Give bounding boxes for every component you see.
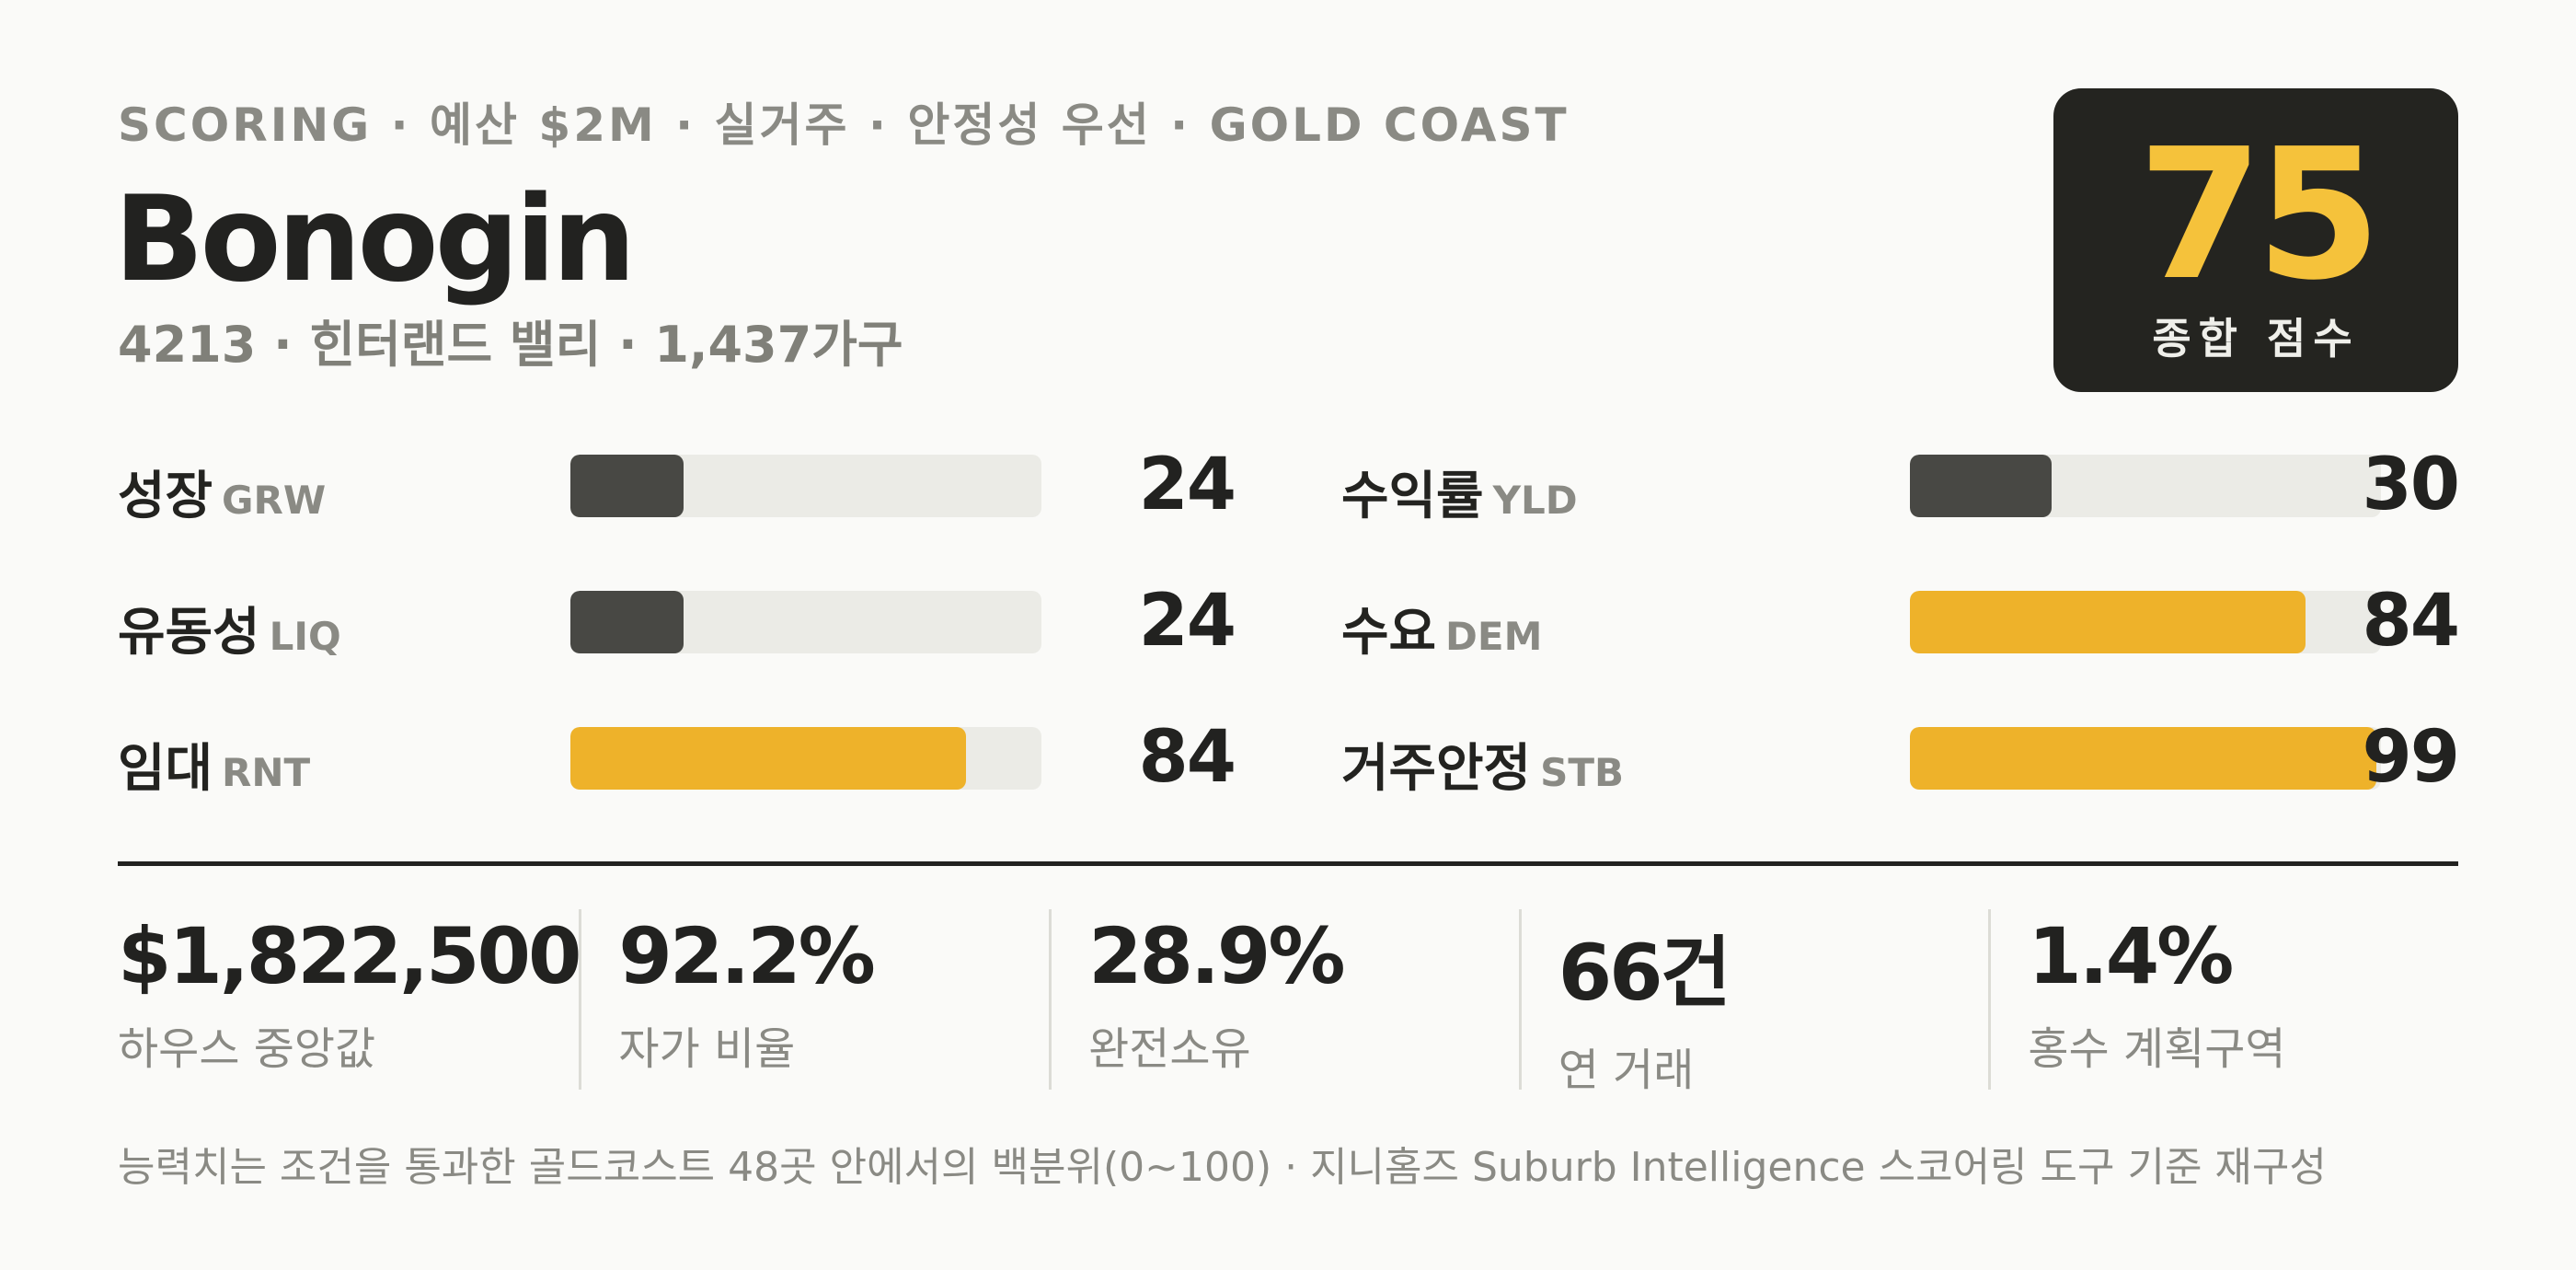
- metric-label: 성장: [118, 467, 213, 526]
- suburb-name: Bonogin: [114, 171, 636, 308]
- metric-code: LIQ: [269, 614, 341, 659]
- scoring-criteria: SCORING · 예산 $2M · 실거주 · 안정성 우선 · GOLD C…: [118, 98, 1570, 152]
- metric-name: 수익률 YLD: [1341, 455, 1578, 529]
- metric-bar-fill: [1910, 591, 2306, 653]
- metric-bar-track: [1910, 591, 2381, 653]
- stat-flood-zone: 1.4% 홍수 계획구역: [1988, 909, 2458, 1090]
- stat-median-price: $1,822,500 하우스 중앙값: [118, 909, 581, 1090]
- metric-bar-track: [570, 455, 1041, 517]
- stat-label: 자가 비율: [618, 1023, 796, 1075]
- overall-score-card: 75 종합 점수: [2053, 88, 2458, 392]
- stat-label: 하우스 중앙값: [118, 1023, 376, 1075]
- metric-value: 30: [2362, 444, 2460, 526]
- metric-demand: 수요 DEM 84: [1341, 580, 2460, 663]
- metric-bar-fill: [1910, 455, 2052, 517]
- metric-bar-track: [1910, 727, 2381, 790]
- metric-grid: 성장 GRW 24 수익률 YLD 30 유동성 LIQ 24: [118, 444, 2460, 819]
- metric-name: 수요 DEM: [1341, 591, 1542, 665]
- metric-bar-fill: [1910, 727, 2376, 790]
- section-divider: [118, 861, 2458, 866]
- metric-bar-track: [1910, 455, 2381, 517]
- overall-score-value: 75: [2137, 110, 2382, 320]
- metric-label: 수익률: [1341, 467, 1484, 526]
- metric-stability: 거주안정 STB 99: [1341, 716, 2460, 799]
- metric-value: 99: [2362, 716, 2460, 799]
- metric-code: RNT: [222, 750, 311, 795]
- metric-name: 임대 RNT: [118, 727, 310, 802]
- metric-label: 유동성: [118, 603, 260, 663]
- metric-code: GRW: [222, 478, 327, 523]
- metric-name: 유동성 LIQ: [118, 591, 341, 665]
- stat-label: 완전소유: [1088, 1023, 1251, 1075]
- metric-bar-track: [570, 727, 1041, 790]
- overall-score-label: 종합 점수: [2152, 314, 2360, 364]
- metric-value: 24: [1138, 444, 1236, 526]
- metric-bar-fill: [570, 727, 967, 790]
- metric-label: 거주안정: [1341, 739, 1532, 799]
- metric-rental: 임대 RNT 84: [118, 716, 1236, 799]
- metric-value: 84: [1138, 716, 1236, 799]
- metric-label: 수요: [1341, 603, 1437, 663]
- stat-value: $1,822,500: [118, 911, 581, 1001]
- footnote: 능력치는 조건을 통과한 골드코스트 48곳 안에서의 백분위(0~100) ·…: [118, 1144, 2327, 1191]
- metric-code: STB: [1540, 750, 1625, 795]
- metric-yield: 수익률 YLD 30: [1341, 444, 2460, 526]
- stat-owned-outright: 28.9% 완전소유: [1049, 909, 1519, 1090]
- metric-liquidity: 유동성 LIQ 24: [118, 580, 1236, 663]
- metric-name: 성장 GRW: [118, 455, 326, 529]
- metric-code: YLD: [1492, 478, 1578, 523]
- stat-owner-occupied: 92.2% 자가 비율: [579, 909, 1049, 1090]
- stat-annual-sales: 66건 연 거래: [1518, 909, 1989, 1096]
- suburb-details: 4213 · 힌터랜드 밸리 · 1,437가구: [118, 316, 903, 374]
- stat-row: $1,822,500 하우스 중앙값 92.2% 자가 비율 28.9% 완전소…: [118, 909, 2458, 1096]
- metric-bar-fill: [570, 455, 684, 517]
- stat-value: 66건: [1558, 928, 1731, 1018]
- metric-bar-track: [570, 591, 1041, 653]
- metric-value: 84: [2362, 580, 2460, 663]
- metric-growth: 성장 GRW 24: [118, 444, 1236, 526]
- stat-label: 홍수 계획구역: [2028, 1023, 2286, 1075]
- stat-value: 1.4%: [2028, 911, 2234, 1001]
- metric-name: 거주안정 STB: [1341, 727, 1624, 802]
- metric-value: 24: [1138, 580, 1236, 663]
- metric-code: DEM: [1445, 614, 1543, 659]
- metric-bar-fill: [570, 591, 684, 653]
- metric-label: 임대: [118, 739, 213, 799]
- stat-value: 28.9%: [1088, 911, 1345, 1001]
- stat-value: 92.2%: [618, 911, 875, 1001]
- stat-label: 연 거래: [1558, 1045, 1695, 1096]
